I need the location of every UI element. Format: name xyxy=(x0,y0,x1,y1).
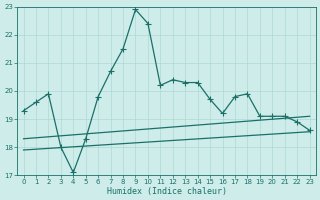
X-axis label: Humidex (Indice chaleur): Humidex (Indice chaleur) xyxy=(107,187,227,196)
